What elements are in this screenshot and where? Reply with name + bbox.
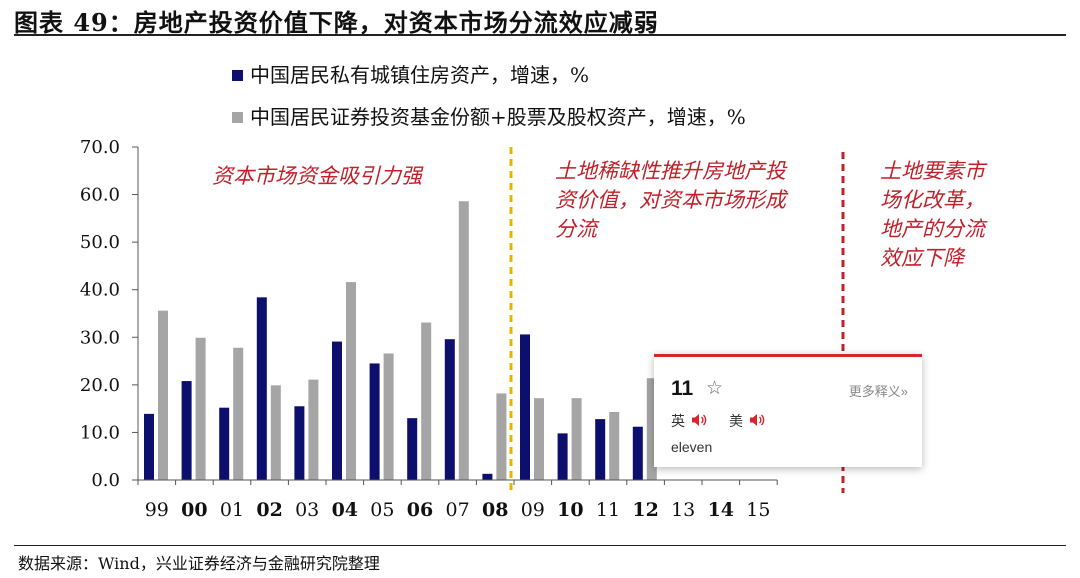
legend-label-1: 中国居民私有城镇住房资产，增速，% xyxy=(250,63,589,87)
bar-equity-08 xyxy=(496,393,507,480)
bar-housing-03 xyxy=(294,406,305,480)
bar-housing-12 xyxy=(632,426,643,480)
bar-housing-02 xyxy=(256,297,267,480)
bar-equity-99 xyxy=(158,310,168,480)
us-speaker-icon[interactable] xyxy=(749,413,765,430)
data-source: 数据来源：Wind，兴业证券经济与金融研究院整理 xyxy=(18,554,380,573)
period-dividers xyxy=(509,147,845,493)
chart-legend: 中国居民私有城镇住房资产，增速，% 中国居民证券投资基金份额+股票及股权资产，增速… xyxy=(232,63,746,129)
annotation-2-line: 分流 xyxy=(555,217,600,241)
y-tick-label: 20.0 xyxy=(80,375,120,396)
dictionary-popup: 11 ☆ 更多释义» 英 美 eleven xyxy=(654,354,922,467)
x-axis: 99 00 01 02 03 04 05 06 07 08 09 10 11 12 13 14 15 xyxy=(137,479,778,521)
footer-rule xyxy=(14,545,1066,546)
annotation-3-line: 场化改革， xyxy=(880,188,985,212)
legend-swatch-1 xyxy=(232,70,243,81)
x-tick-label: 09 xyxy=(521,499,545,521)
bar-housing-05 xyxy=(369,363,380,480)
x-tick-label: 14 xyxy=(708,499,734,521)
annotation-1-line: 资本市场资金吸引力强 xyxy=(212,164,424,188)
y-tick-label: 40.0 xyxy=(80,280,120,301)
x-tick-label: 13 xyxy=(671,499,695,521)
bar-housing-09 xyxy=(520,334,530,480)
x-tick-label: 15 xyxy=(746,499,770,521)
legend-swatch-2 xyxy=(232,112,243,123)
x-tick-label: 04 xyxy=(332,499,358,521)
title-rule xyxy=(14,34,1066,36)
bar-equity-01 xyxy=(233,347,244,480)
bar-housing-06 xyxy=(407,418,418,480)
uk-speaker-icon[interactable] xyxy=(691,413,707,430)
bar-equity-02 xyxy=(270,385,281,480)
favorite-star-icon[interactable]: ☆ xyxy=(706,378,724,399)
bar-housing-11 xyxy=(595,419,606,480)
bar-equity-09 xyxy=(534,398,544,480)
bar-equity-04 xyxy=(346,282,356,480)
more-definitions-link[interactable]: 更多释义» xyxy=(848,384,908,399)
x-tick-label: 99 xyxy=(145,499,169,521)
y-tick-label: 70.0 xyxy=(80,137,120,158)
bar-equity-12 xyxy=(646,378,657,480)
chart-bars xyxy=(144,201,657,480)
bar-housing-10 xyxy=(557,433,568,480)
us-label: 美 xyxy=(729,413,743,429)
bar-equity-03 xyxy=(308,379,319,480)
x-tick-label: 03 xyxy=(295,499,319,521)
x-tick-label: 12 xyxy=(632,499,658,521)
y-tick-label: 0.0 xyxy=(91,470,120,491)
pronunciation-row: 英 美 xyxy=(671,411,787,431)
x-tick-label: 02 xyxy=(256,499,282,521)
y-tick-label: 50.0 xyxy=(80,232,120,253)
bar-housing-00 xyxy=(181,381,192,480)
annotation-2-line: 资价值，对资本市场形成 xyxy=(555,188,789,212)
bar-equity-11 xyxy=(609,411,620,480)
bar-equity-05 xyxy=(383,353,394,480)
x-tick-label: 01 xyxy=(220,499,244,521)
bar-housing-04 xyxy=(332,341,342,480)
x-tick-label: 10 xyxy=(557,499,583,521)
x-tick-label: 11 xyxy=(596,499,620,521)
annotation-3-line: 效应下降 xyxy=(880,246,966,270)
annotation-3-line: 土地要素市 xyxy=(880,159,988,183)
x-tick-label: 08 xyxy=(482,499,508,521)
popup-definition: eleven xyxy=(671,439,713,455)
x-tick-label: 05 xyxy=(370,499,394,521)
legend-label-2: 中国居民证券投资基金份额+股票及股权资产，增速，% xyxy=(250,105,746,129)
x-tick-label: 06 xyxy=(407,499,433,521)
annotation-3-line: 地产的分流 xyxy=(880,217,988,241)
bar-housing-07 xyxy=(444,339,455,480)
bar-equity-07 xyxy=(458,201,469,480)
y-tick-label: 30.0 xyxy=(80,327,120,348)
x-tick-label: 07 xyxy=(446,499,470,521)
bar-equity-06 xyxy=(421,322,432,480)
bar-equity-10 xyxy=(571,398,582,480)
bar-equity-00 xyxy=(195,337,206,480)
bar-housing-99 xyxy=(144,413,154,480)
y-tick-label: 60.0 xyxy=(80,185,120,206)
x-tick-label: 00 xyxy=(181,499,207,521)
bar-housing-01 xyxy=(219,407,230,480)
figure-title: 图表 49：房地产投资价值下降，对资本市场分流效应减弱 xyxy=(14,8,659,37)
annotation-2-line: 土地稀缺性推升房地产投 xyxy=(555,159,788,183)
y-tick-label: 10.0 xyxy=(80,422,120,443)
popup-word: 11 xyxy=(671,377,694,400)
y-axis: 70.0 60.0 50.0 40.0 30.0 20.0 10.0 0.0 xyxy=(80,137,139,491)
bar-housing-08 xyxy=(482,473,493,480)
uk-label: 英 xyxy=(671,413,685,429)
